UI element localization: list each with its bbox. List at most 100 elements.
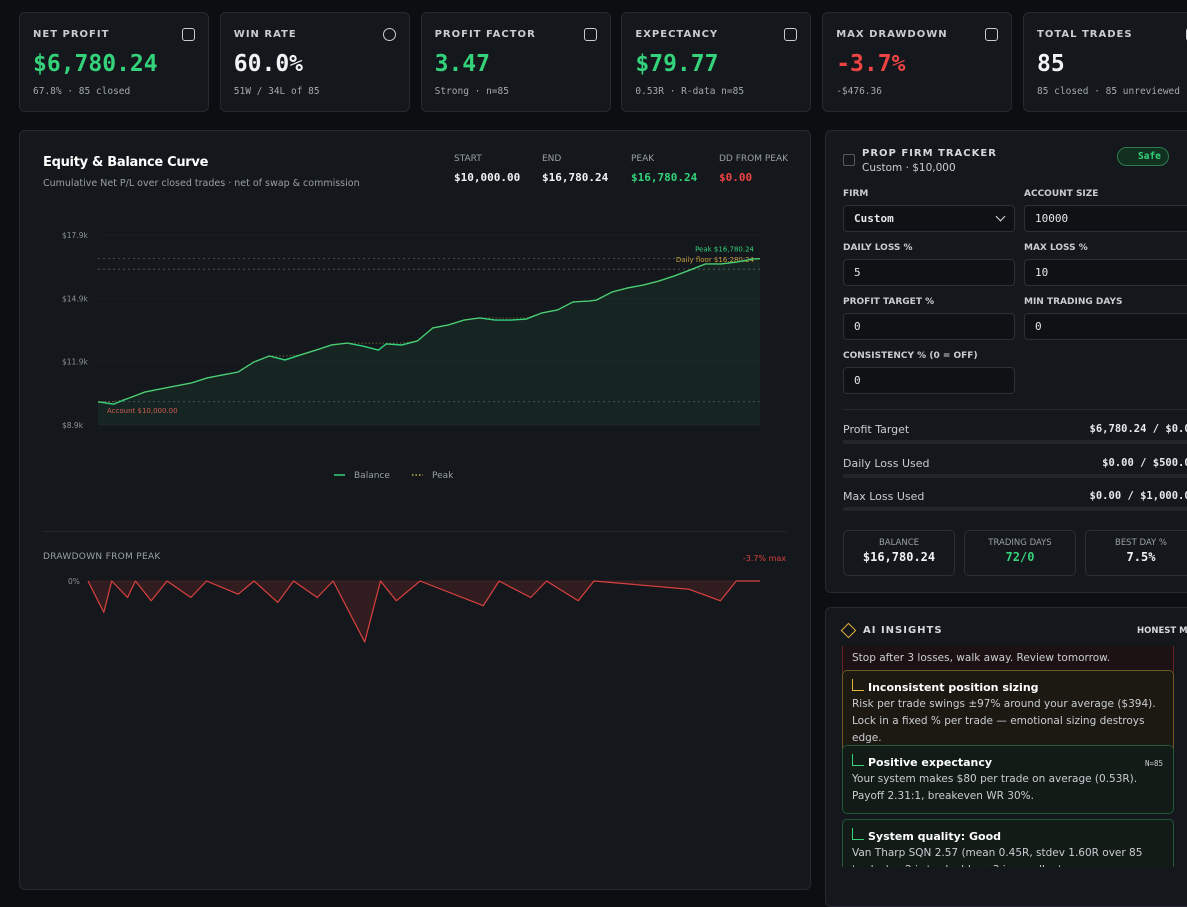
input[interactable]: 10000	[1024, 205, 1187, 232]
insight-title: Tilt alert	[852, 646, 1164, 650]
stat-value: $0.00	[719, 171, 753, 184]
sparkle-icon	[840, 622, 857, 639]
card-sub: -$476.36	[836, 86, 882, 97]
divider	[43, 531, 787, 532]
stat-box: BEST DAY % 7.5%	[1085, 530, 1187, 576]
y-tick-label: $17.9k	[62, 231, 88, 240]
reference-label: Peak $16,780.24	[695, 246, 754, 254]
stat-card: PROFIT FACTOR 3.47 Strong · n=85	[420, 12, 611, 112]
legend-label: Balance	[354, 471, 390, 481]
card-icon	[985, 28, 999, 41]
stat-card: WIN RATE 60.0% 51W / 34L of 85	[219, 12, 410, 112]
equity-panel	[19, 130, 811, 890]
reference-label: Daily floor $16,280.24	[676, 256, 755, 264]
insight-title: Inconsistent position sizing	[868, 681, 1039, 694]
y-tick-label: $14.9k	[62, 294, 88, 303]
field-label: ACCOUNT SIZE	[1024, 189, 1099, 199]
drawdown-max: -3.7% max	[743, 554, 786, 563]
insight-icon	[852, 754, 864, 766]
stat-value: $16,780.24	[631, 171, 698, 184]
input[interactable]: 10	[1024, 259, 1187, 286]
progress-value: $6,780.24 / $0.00	[1089, 423, 1187, 435]
card-icon	[784, 28, 798, 41]
insights-title: AI INSIGHTS	[863, 625, 943, 636]
select[interactable]: Custom	[843, 205, 1015, 232]
chevron	[995, 211, 1006, 222]
charts: $17.9k $14.9k $11.9k $8.9k Daily floor $16,2…	[62, 231, 786, 643]
card-value: $79.77	[635, 51, 719, 77]
input[interactable]: 0	[843, 367, 1015, 394]
card-label: PROFIT FACTOR	[434, 29, 536, 40]
stat-value: $10,000.00	[454, 171, 521, 184]
input[interactable]: 0	[843, 313, 1015, 340]
progress-value: $0.00 / $500.00	[1102, 456, 1187, 469]
card-sub: 0.53R · R-data n=85	[635, 86, 745, 97]
field-label: FIRM	[843, 189, 869, 199]
ui-layer: NET PROFIT $6,780.24 67.8% · 85 closed WIN …	[19, 12, 1187, 867]
card-value: 85	[1037, 51, 1065, 77]
progress-track	[843, 473, 1187, 478]
progress-label: Profit Target	[843, 423, 910, 436]
card-sub: 85 closed · 85 unreviewed	[1037, 86, 1180, 97]
stat-label: DD FROM PEAK	[719, 154, 789, 164]
insight-title: Positive expectancy	[868, 756, 993, 769]
stat-box: TRADING DAYS 72/0	[964, 530, 1076, 576]
insight-card: System quality: Good Van Tharp SQN 2.57 (…	[842, 819, 1174, 867]
card-value: 60.0%	[233, 51, 304, 77]
insight-icon	[852, 679, 864, 691]
insight-text: Stop after 3 losses, walk away. Review t…	[852, 652, 1111, 664]
progress-track	[843, 440, 1187, 444]
stat-box-label: BEST DAY %	[1114, 538, 1167, 548]
card-label: MAX DRAWDOWN	[836, 29, 948, 40]
input[interactable]: 0	[1024, 313, 1187, 340]
mode-label: HONEST MODE	[1137, 626, 1187, 636]
card-value: 3.47	[434, 51, 490, 77]
progress-track	[843, 507, 1187, 511]
stat-label: END	[542, 154, 562, 164]
status-badge: Safe	[1117, 147, 1169, 166]
stat-label: PEAK	[631, 154, 655, 164]
divider	[843, 409, 1187, 410]
insight-text: Your system makes $80 per trade on avera…	[852, 773, 1138, 802]
insight-card: Inconsistent position sizing Risk per tra…	[842, 670, 1174, 756]
drawdown-area	[88, 581, 760, 642]
panel-subtitle: Cumulative Net P/L over closed trades · …	[43, 178, 360, 189]
card-sub: 67.8% · 85 closed	[33, 86, 131, 97]
field-label: PROFIT TARGET %	[843, 297, 935, 307]
y-tick-label: $11.9k	[62, 358, 88, 367]
field-label: CONSISTENCY % (0 = OFF)	[843, 351, 978, 361]
stat-label: START	[454, 154, 482, 164]
card-sub: Strong · n=85	[434, 86, 509, 97]
stat-card: MAX DRAWDOWN -3.7% -$476.36	[822, 12, 1013, 112]
card-sub: 51W / 34L of 85	[233, 86, 320, 97]
tracker-title: PROP FIRM TRACKER	[862, 148, 997, 159]
drawdown-title: DRAWDOWN FROM PEAK	[43, 552, 161, 562]
card-label: TOTAL TRADES	[1037, 29, 1133, 40]
progress-value: $0.00 / $1,000.00	[1089, 490, 1187, 502]
stat-value: $16,780.24	[542, 171, 609, 184]
tracker-subtitle: Custom · $10,000	[862, 162, 956, 174]
insight-card: Positive expectancy N=85 Your system makes…	[842, 745, 1174, 814]
progress-label: Max Loss Used	[843, 490, 925, 503]
stat-box-label: BALANCE	[878, 538, 920, 548]
card-icon	[583, 28, 597, 41]
card-icon	[382, 28, 396, 41]
card-icon	[182, 28, 195, 41]
card-label: EXPECTANCY	[635, 29, 719, 40]
insight-icon	[852, 828, 864, 840]
stat-card: NET PROFIT $6,780.24 67.8% · 85 closed	[19, 12, 209, 112]
panel-title: Equity & Balance Curve	[43, 155, 209, 170]
insight-tag: N=85	[1144, 759, 1163, 768]
tracker-icon	[843, 154, 855, 166]
stat-box-value: 7.5%	[1126, 550, 1156, 564]
balance-area	[98, 258, 760, 425]
stat-box-value: $16,780.24	[862, 550, 936, 564]
insight-text: Van Tharp SQN 2.57 (mean 0.45R, stdev 1.…	[852, 847, 1143, 867]
balance-line	[97, 257, 761, 405]
card-label: NET PROFIT	[33, 29, 110, 40]
stat-box-label: TRADING DAYS	[988, 538, 1052, 548]
field-label: DAILY LOSS %	[843, 243, 913, 253]
stat-card: TOTAL TRADES 85 85 closed · 85 unreviewed	[1023, 12, 1187, 112]
insight-text: Risk per trade swings ±97% around your a…	[852, 698, 1156, 744]
input[interactable]: 5	[843, 259, 1015, 286]
